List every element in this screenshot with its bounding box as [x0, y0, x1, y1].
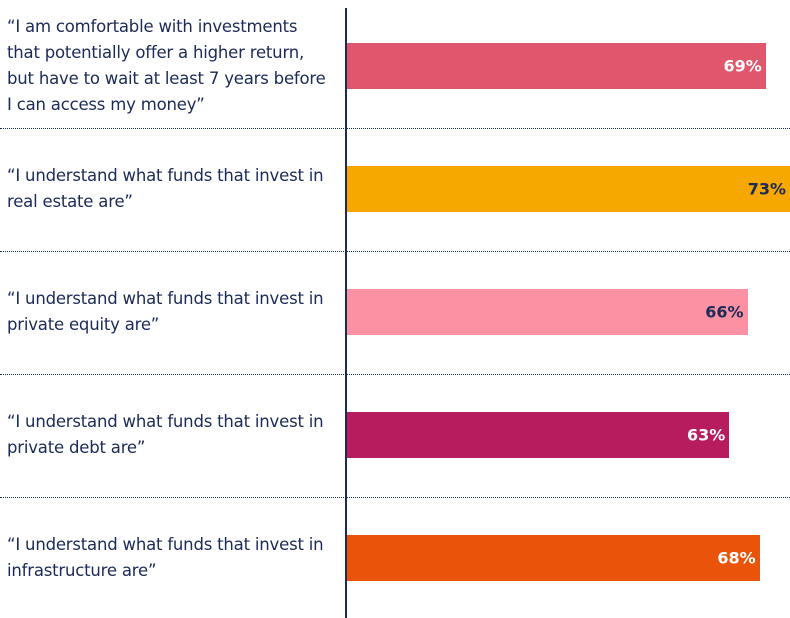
value-label: 68%	[717, 548, 756, 568]
value-label: 73%	[747, 179, 786, 199]
value-label: 63%	[687, 425, 726, 445]
bar	[347, 535, 760, 581]
value-label: 66%	[705, 302, 744, 322]
category-label: “I understand what funds that invest in …	[7, 412, 324, 457]
separator	[0, 250, 790, 252]
bar	[347, 289, 748, 335]
separator	[0, 373, 790, 375]
category-label: “I am comfortable with investments that …	[7, 17, 326, 114]
value-label: 69%	[723, 56, 762, 76]
axis-line	[345, 8, 347, 618]
separator	[0, 127, 790, 129]
bar	[347, 166, 790, 212]
bar	[347, 412, 730, 458]
separator	[0, 496, 790, 498]
bar	[347, 43, 766, 89]
category-label: “I understand what funds that invest in …	[7, 535, 324, 580]
category-label: “I understand what funds that invest in …	[7, 166, 324, 211]
category-label: “I understand what funds that invest in …	[7, 289, 324, 334]
